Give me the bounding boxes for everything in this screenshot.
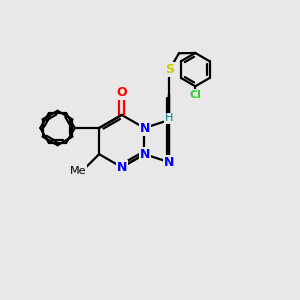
Text: N: N (140, 148, 150, 161)
Text: N: N (140, 122, 150, 134)
Text: O: O (116, 86, 127, 99)
Text: N: N (164, 156, 175, 169)
Text: Cl: Cl (189, 90, 201, 100)
Text: S: S (165, 64, 174, 76)
Text: H: H (165, 113, 173, 123)
Text: N: N (117, 161, 127, 174)
Text: Me: Me (70, 166, 87, 176)
